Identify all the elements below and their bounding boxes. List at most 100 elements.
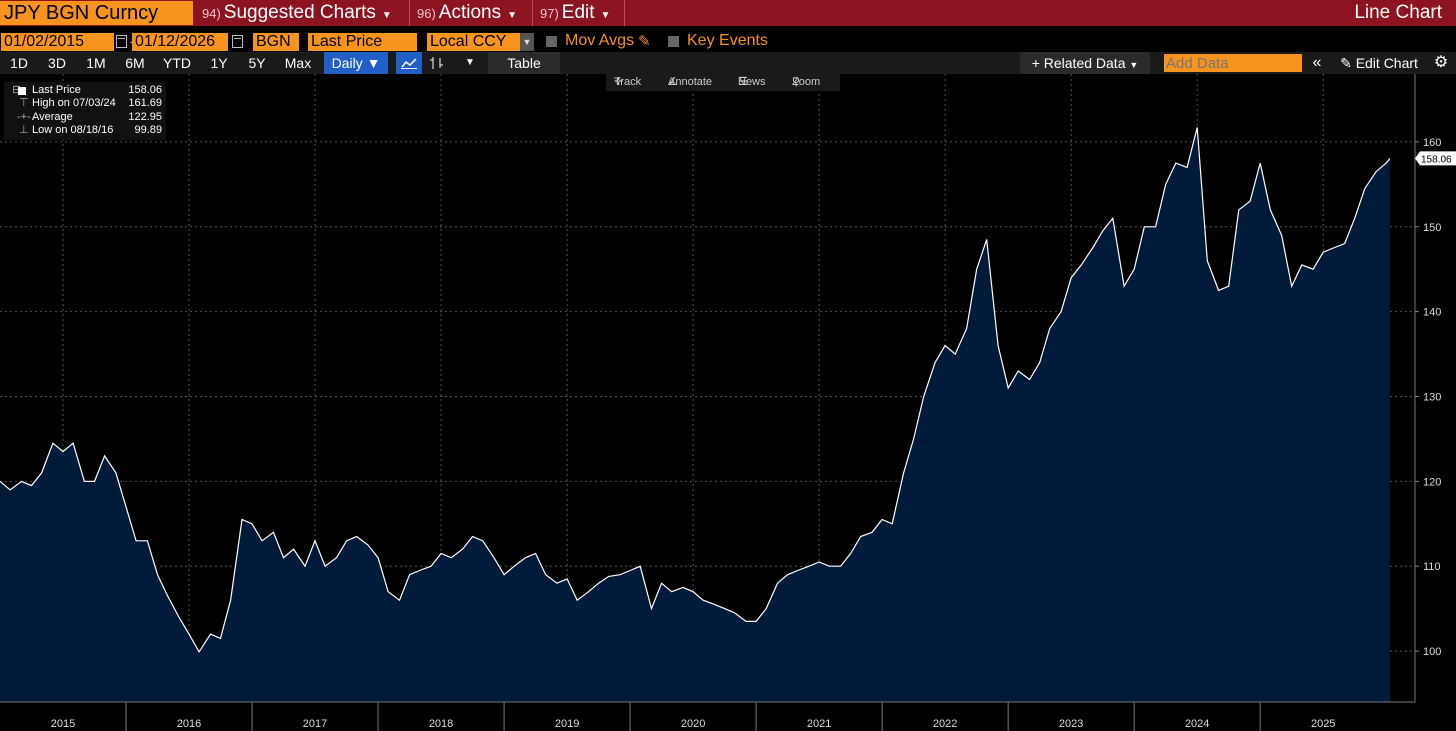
range-1m[interactable]: 1M xyxy=(86,55,106,71)
x-tick-label: 2022 xyxy=(933,718,957,730)
line-chart-icon[interactable] xyxy=(396,52,422,74)
caret-down-icon: ▼ xyxy=(507,10,518,21)
chevron-down-icon[interactable]: ▼ xyxy=(520,33,534,51)
x-axis-ticks: 2015 2016 2017 2018 2019 2020 2021 2022 2023 2024… xyxy=(51,702,1335,731)
x-tick-label: 2020 xyxy=(681,718,705,730)
x-tick-label: 2016 xyxy=(177,718,201,730)
legend-label: Last Price xyxy=(32,84,81,96)
zoom-label: Zoom xyxy=(792,76,821,88)
legend-value: 99.89 xyxy=(134,124,162,136)
range-6m[interactable]: 6M xyxy=(125,55,145,71)
chart-type-label: Line Chart xyxy=(1354,2,1442,23)
news-icon: ☰ xyxy=(738,76,748,88)
annotate-icon: ∠ xyxy=(668,76,678,88)
track-label: Track xyxy=(614,76,642,88)
add-data-input[interactable] xyxy=(1164,54,1302,72)
actions-menu[interactable]: 96) Actions ▼ xyxy=(417,0,517,26)
calendar-icon[interactable] xyxy=(116,35,127,48)
range-ytd[interactable]: YTD xyxy=(163,55,191,71)
caret-down-icon: ▼ xyxy=(600,10,611,21)
related-data-box xyxy=(1020,52,1150,74)
currency-selector[interactable]: Local CCY xyxy=(427,33,520,51)
range-1d[interactable]: 1D xyxy=(10,55,28,71)
pencil-icon: ✎ xyxy=(1340,55,1352,71)
end-date-field[interactable]: 01/12/2026 xyxy=(132,33,228,51)
chevron-down-icon[interactable]: ▼ xyxy=(465,57,475,68)
menu-number: 94) xyxy=(202,6,221,21)
y-tick-label: 140 xyxy=(1423,307,1441,319)
range-1y[interactable]: 1Y xyxy=(210,55,228,71)
x-tick-label: 2024 xyxy=(1185,718,1209,730)
frequency-selector[interactable]: Daily ▼ xyxy=(324,52,388,74)
collapse-icon[interactable]: « xyxy=(1312,54,1322,71)
calendar-icon[interactable] xyxy=(232,35,243,48)
ticker-field[interactable]: JPY BGN Curncy xyxy=(0,1,193,25)
y-tick-label: 120 xyxy=(1423,476,1441,488)
menu-number: 97) xyxy=(540,6,559,21)
legend-label: High on 07/03/24 xyxy=(32,97,116,109)
magnifier-icon: ⚲ xyxy=(792,76,801,88)
edit-chart-label: Edit Chart xyxy=(1355,55,1418,71)
menu-label: Actions xyxy=(438,2,502,23)
legend-row-low: ⊥ Low on 08/18/16 99.89 xyxy=(4,124,166,138)
menu-divider xyxy=(624,0,625,26)
range-3d[interactable]: 3D xyxy=(48,55,66,71)
edit-chart-button[interactable]: ✎ Edit Chart xyxy=(1332,52,1426,74)
crosshair-icon: ✛ xyxy=(614,76,624,88)
key-events-label[interactable]: Key Events xyxy=(687,32,768,49)
last-price-tag xyxy=(1415,151,1456,166)
price-area xyxy=(0,127,1390,702)
controls-row: 01/02/2015 - 01/12/2026 BGN Last Price L… xyxy=(0,30,1456,52)
key-events-checkbox[interactable] xyxy=(668,36,679,47)
high-marker-icon: ⊤ xyxy=(19,97,29,109)
low-marker-icon: ⊥ xyxy=(19,124,29,136)
menu-divider xyxy=(532,0,533,26)
caret-down-icon: ▼ xyxy=(1129,60,1139,70)
gear-icon[interactable]: ⚙ xyxy=(1433,54,1449,71)
legend-value: 161.69 xyxy=(128,97,162,109)
x-tick-label: 2019 xyxy=(555,718,579,730)
bar-chart-icon[interactable] xyxy=(424,52,450,74)
suggested-charts-menu[interactable]: 94) Suggested Charts ▼ xyxy=(202,0,392,26)
range-5y[interactable]: 5Y xyxy=(248,55,266,71)
caret-down-icon: ▼ xyxy=(381,10,392,21)
average-marker-icon: -+- xyxy=(17,111,31,123)
series-swatch xyxy=(18,87,26,95)
last-price-value: 158.06 xyxy=(1421,154,1452,165)
chevron-down-icon: ▼ xyxy=(366,55,381,71)
price-line xyxy=(0,127,1391,654)
x-tick-label: 2021 xyxy=(807,718,831,730)
y-tick-label: 150 xyxy=(1423,222,1441,234)
legend-label: Low on 08/18/16 xyxy=(32,124,114,136)
menu-label: Suggested Charts xyxy=(223,2,376,23)
news-label: News xyxy=(738,76,766,88)
legend-row-high: ⊤ High on 07/03/24 161.69 xyxy=(4,97,166,111)
header-bar: JPY BGN Curncy 94) Suggested Charts ▼ 96) A… xyxy=(0,0,1456,26)
related-data-button[interactable]: + Related Data ▼ xyxy=(1020,52,1150,74)
mov-avgs-label[interactable]: Mov Avgs xyxy=(565,32,635,49)
chart-tools: ✛ Track ∠ Annotate ☰ News ⚲ Zoom xyxy=(606,74,840,91)
start-date-field[interactable]: 01/02/2015 xyxy=(1,33,114,51)
menu-label: Edit xyxy=(561,2,595,23)
y-tick-label: 160 xyxy=(1423,137,1441,149)
frequency-label: Daily xyxy=(331,55,363,71)
y-axis-ticks: 100 110 120 130 140 150 160 xyxy=(1415,137,1441,658)
x-tick-label: 2017 xyxy=(303,718,327,730)
annotate-label: Annotate xyxy=(668,76,713,88)
chart-legend: ⊟ Last Price 158.06 ⊤ High on 07/03/24 1… xyxy=(4,82,166,140)
x-tick-label: 2025 xyxy=(1311,718,1335,730)
source-field[interactable]: BGN xyxy=(253,33,299,51)
menu-divider xyxy=(409,0,410,26)
legend-row-average: -+- Average 122.95 xyxy=(4,111,166,125)
toolbar: 1D 3D 1M 6M YTD 1Y 5Y Max Daily ▼ ▼ Tabl… xyxy=(0,52,1456,74)
y-tick-label: 100 xyxy=(1423,646,1441,658)
pencil-icon[interactable]: ✎ xyxy=(638,33,651,50)
legend-row-last-price[interactable]: ⊟ Last Price 158.06 xyxy=(4,84,166,98)
mov-avgs-checkbox[interactable] xyxy=(546,36,557,47)
table-button[interactable]: Table xyxy=(507,55,541,71)
edit-menu[interactable]: 97) Edit ▼ xyxy=(540,0,610,26)
field-selector[interactable]: Last Price xyxy=(308,33,417,51)
range-max[interactable]: Max xyxy=(284,55,312,71)
related-data-label: Related Data xyxy=(1043,55,1126,71)
